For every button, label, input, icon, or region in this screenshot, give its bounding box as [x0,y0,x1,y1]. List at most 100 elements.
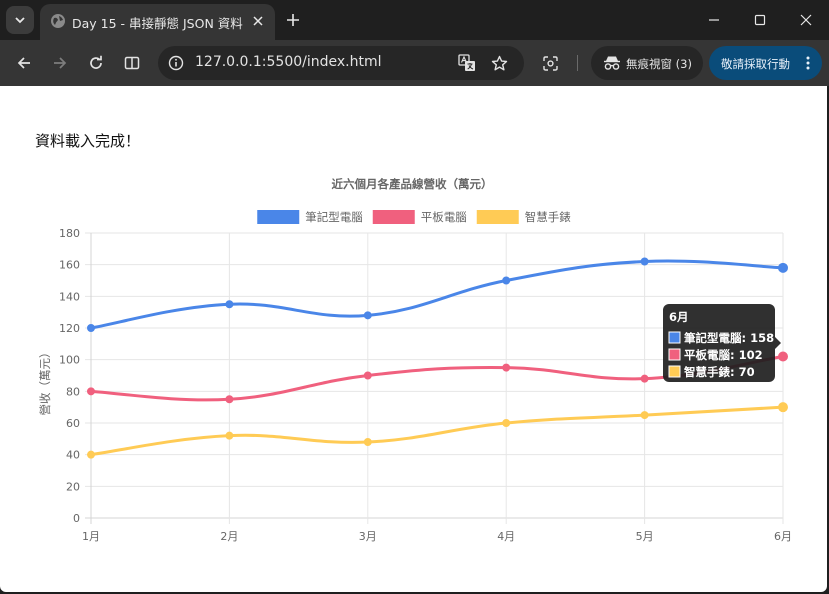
back-button[interactable] [12,51,36,75]
chart-legend: 筆記型電腦 平板電腦 智慧手錶 [257,210,571,224]
x-tick-label: 4月 [497,530,515,543]
address-bar[interactable]: 127.0.0.1:5500/index.html [158,46,524,80]
revenue-line-chart: 近六個月各產品線營收（萬元） 營收（萬元） 筆記型電腦 平板電腦 智慧手錶 0 20 4… [38,177,792,543]
data-point [502,419,511,427]
url-text[interactable]: 127.0.0.1:5500/index.html [195,54,382,70]
legend-label: 智慧手錶 [525,210,571,224]
incognito-indicator[interactable]: 無痕視窗 (3) [591,46,703,80]
minimize-icon [709,19,719,21]
chart-ticks: 0 20 40 60 80 100 120 140 160 180 1月 2月 3月 4月 5月 6月 [59,227,792,543]
y-tick-label: 100 [59,354,80,367]
translate-button[interactable] [456,52,478,74]
data-point [640,411,649,420]
bookmark-button[interactable] [488,52,510,74]
y-axis-title: 營收（萬元） [38,347,52,416]
tooltip-box [663,304,775,382]
data-point [640,374,649,383]
x-tick-label: 2月 [220,530,238,543]
data-point [363,371,372,380]
legend-label: 平板電腦 [421,210,467,224]
site-info-icon [168,55,184,71]
split-view-button[interactable] [120,51,144,75]
data-point [778,351,788,362]
data-point [87,324,95,332]
tab-title: Day 15 - 串接靜態 JSON 資料 [72,16,243,31]
minimize-button[interactable] [691,0,737,40]
globe-icon [51,14,65,28]
tooltip-caret [775,337,781,349]
data-point [778,262,788,273]
close-icon [800,14,812,26]
y-tick-label: 40 [66,449,80,462]
y-tick-label: 160 [59,259,80,272]
chart-series [87,257,788,459]
data-point [87,450,95,459]
toolbar-divider [577,55,578,71]
star-icon [491,55,507,70]
x-tick-label: 6月 [774,530,792,543]
maximize-icon [754,14,766,26]
tab-search-button[interactable] [6,6,34,34]
tooltip-line: 平板電腦: 102 [684,348,763,362]
data-point [502,363,511,372]
action-required-button[interactable]: 敬請採取行動 [709,46,822,80]
y-tick-label: 140 [59,290,80,303]
incognito-icon [604,56,620,70]
lens-button[interactable] [538,51,562,75]
chart-grid [85,232,784,524]
legend-swatch [476,210,519,224]
y-tick-label: 60 [66,417,80,430]
kebab-menu-icon [806,56,810,70]
data-point [640,257,649,266]
page-content: 資料載入完成！ 近六個月各產品線營收（萬元） 營收（萬元） 筆記型電腦 平板電腦智… [0,86,827,592]
maximize-button[interactable] [737,0,783,40]
reload-button[interactable] [84,51,108,75]
tooltip-line: 智慧手錶: 70 [684,365,755,379]
incognito-label: 無痕視窗 (3) [626,57,692,71]
new-tab-button[interactable] [283,10,303,30]
tooltip-line: 筆記型電腦: 158 [684,331,774,345]
tab-close-button[interactable] [249,12,267,30]
data-point [87,387,95,396]
tooltip-swatch [668,348,681,361]
data-point [363,311,372,320]
y-tick-label: 20 [66,480,80,493]
close-icon [253,16,263,26]
chart-title: 近六個月各產品線營收（萬元） [332,177,493,191]
close-window-button[interactable] [783,0,829,40]
translate-icon [458,54,475,71]
x-tick-label: 1月 [82,530,100,543]
forward-button[interactable] [48,51,72,75]
legend-swatch [372,210,415,224]
series-line [90,259,784,330]
chevron-down-icon [15,17,25,24]
site-info-button[interactable] [164,51,188,75]
browser-tab[interactable]: Day 15 - 串接靜態 JSON 資料 [40,4,275,40]
tab-strip: Day 15 - 串接靜態 JSON 資料 [0,0,829,40]
plus-icon [287,14,299,26]
split-view-icon [124,56,140,70]
data-point [778,402,788,413]
data-point [502,276,511,285]
tooltip-swatch [668,331,681,344]
x-tick-label: 3月 [359,530,377,543]
y-tick-label: 80 [66,385,80,398]
y-tick-label: 180 [59,227,80,240]
series-line [90,355,784,402]
browser-toolbar: 127.0.0.1:5500/index.html [0,40,829,86]
data-point [225,300,234,309]
status-message: 資料載入完成！ [35,132,141,150]
data-point [225,395,234,404]
legend-swatch [257,210,300,224]
reload-icon [90,55,102,69]
x-tick-label: 5月 [636,530,654,543]
data-point [225,431,234,440]
legend-label: 筆記型電腦 [305,210,363,224]
tooltip-swatch [668,365,681,378]
series-line [90,405,784,457]
y-tick-label: 0 [73,512,80,525]
action-label: 敬請採取行動 [721,57,790,71]
y-tick-label: 120 [59,322,80,335]
tooltip-title: 6月 [669,310,689,324]
